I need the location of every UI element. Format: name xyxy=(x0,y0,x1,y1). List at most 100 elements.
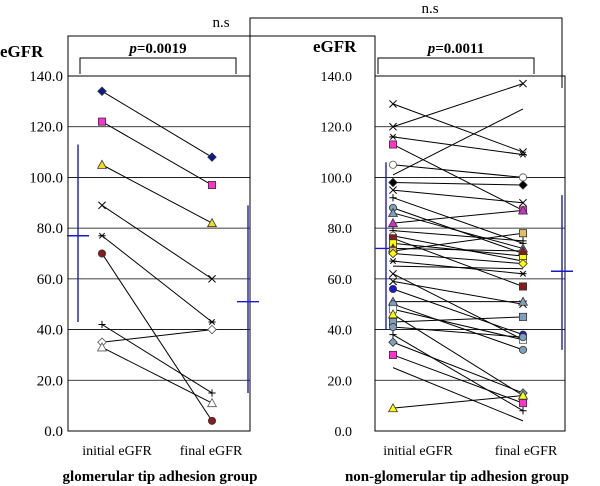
paired-line xyxy=(101,235,213,323)
marker-initial xyxy=(389,269,397,278)
paired-line xyxy=(101,164,213,224)
paired-line xyxy=(392,247,524,252)
y-tick-label: 40.0 xyxy=(328,324,353,339)
marker-final xyxy=(517,205,529,215)
markers-right xyxy=(387,79,529,415)
marker-final xyxy=(517,245,529,255)
pvalue-left-text: =0.0019 xyxy=(137,41,187,57)
marker-final xyxy=(518,180,528,190)
marker-final xyxy=(207,324,217,335)
marker-final xyxy=(519,237,527,245)
marker-initial xyxy=(96,342,108,352)
paired-line xyxy=(392,303,524,351)
paired-line xyxy=(101,121,213,186)
y-tick-labels-right: 0.0 20.0 40.0 60.0 80.0 100.0 120.0 140.0 xyxy=(321,70,353,440)
pvalue-left: p=0.0019 xyxy=(127,41,186,57)
paired-line xyxy=(392,209,524,224)
marker-initial xyxy=(388,337,398,348)
y-tick-label: 40.0 xyxy=(37,323,63,339)
paired-line xyxy=(392,280,524,305)
paired-line xyxy=(392,108,524,176)
markers-left xyxy=(96,86,218,425)
marker-initial xyxy=(96,159,108,169)
bracket-final-vs-final xyxy=(249,17,563,88)
marker-final xyxy=(519,270,527,277)
xtick-final-right: final eGFR xyxy=(495,444,558,459)
paired-line xyxy=(392,367,524,422)
y-tick-label: 20.0 xyxy=(37,373,63,389)
paired-line xyxy=(392,265,524,270)
marker-initial xyxy=(388,350,397,359)
marker-initial xyxy=(389,331,397,339)
marker-final xyxy=(519,151,527,158)
panel-glomerular: eGFR p=0.0019 0.0 20.0 40.0 60.0 80.0 100.0 12… xyxy=(0,41,259,485)
marker-initial xyxy=(387,207,399,217)
marker-final xyxy=(519,198,527,207)
marker-initial xyxy=(387,217,399,228)
mean-sd-left xyxy=(67,144,259,393)
paired-line xyxy=(392,103,524,153)
marker-initial xyxy=(387,402,399,413)
y-tick-label: 0.0 xyxy=(44,424,63,440)
paired-line xyxy=(392,237,524,287)
y-tick-label: 60.0 xyxy=(37,272,63,288)
marker-initial xyxy=(98,201,106,210)
paired-line xyxy=(392,354,524,404)
paired-line xyxy=(392,313,524,396)
marker-initial xyxy=(388,160,397,169)
y-tick-labels-left: 0.0 20.0 40.0 60.0 80.0 100.0 120.0 140.0 xyxy=(29,69,63,440)
y-tick-label: 80.0 xyxy=(328,222,353,237)
pvalue-right-symbol: p xyxy=(426,41,436,57)
paired-line xyxy=(392,164,524,178)
marker-final xyxy=(519,173,528,182)
marker-initial xyxy=(388,248,398,259)
y-tick-label: 120.0 xyxy=(29,120,63,136)
group-title-left: glomerular tip adhesion group xyxy=(63,469,258,485)
paired-line xyxy=(392,341,524,394)
paired-line xyxy=(101,329,213,343)
marker-final xyxy=(208,389,216,397)
y-tick-label: 140.0 xyxy=(321,70,353,85)
paired-line xyxy=(101,253,213,422)
paired-line xyxy=(392,395,524,409)
marker-initial xyxy=(389,122,397,131)
marker-final xyxy=(207,152,217,162)
pvalue-right-text: =0.0011 xyxy=(435,41,484,57)
marker-initial xyxy=(389,133,397,140)
marker-initial xyxy=(389,194,397,202)
panel-non-glomerular: eGFR p=0.0011 0.0 20.0 40.0 60.0 80.0 100.0 12… xyxy=(313,37,573,485)
paired-line xyxy=(392,189,524,204)
paired-line xyxy=(392,197,524,244)
y-tick-label: 60.0 xyxy=(328,273,353,288)
y-tick-label: 0.0 xyxy=(335,425,353,440)
plot-frame-right xyxy=(374,75,566,432)
paired-line xyxy=(392,326,524,338)
marker-final xyxy=(519,399,528,408)
marker-final xyxy=(519,282,528,291)
paired-line xyxy=(392,136,524,156)
marker-final xyxy=(208,318,216,326)
plot-frame-left xyxy=(67,75,251,432)
gridlines-left xyxy=(68,126,250,381)
marker-final xyxy=(519,333,528,342)
y-tick-label: 140.0 xyxy=(29,69,63,85)
paired-line xyxy=(101,90,213,158)
y-tick-label: 100.0 xyxy=(29,170,63,186)
y-tick-label: 80.0 xyxy=(37,221,63,237)
bracket-initial-vs-initial xyxy=(67,35,376,88)
paired-line xyxy=(392,230,524,242)
marker-final xyxy=(519,79,527,88)
paired-line xyxy=(392,288,524,336)
marker-initial xyxy=(389,277,397,286)
marker-initial xyxy=(389,258,397,265)
paired-line xyxy=(392,253,524,265)
marker-final xyxy=(207,416,216,425)
y-tick-label: 100.0 xyxy=(321,171,353,186)
marker-final xyxy=(206,397,218,408)
marker-initial xyxy=(98,320,106,329)
marker-initial xyxy=(388,284,397,293)
paired-line xyxy=(392,212,524,249)
xtick-initial-right: initial eGFR xyxy=(383,444,453,459)
pvalue-left-symbol: p xyxy=(127,41,137,57)
marker-initial xyxy=(388,323,397,332)
